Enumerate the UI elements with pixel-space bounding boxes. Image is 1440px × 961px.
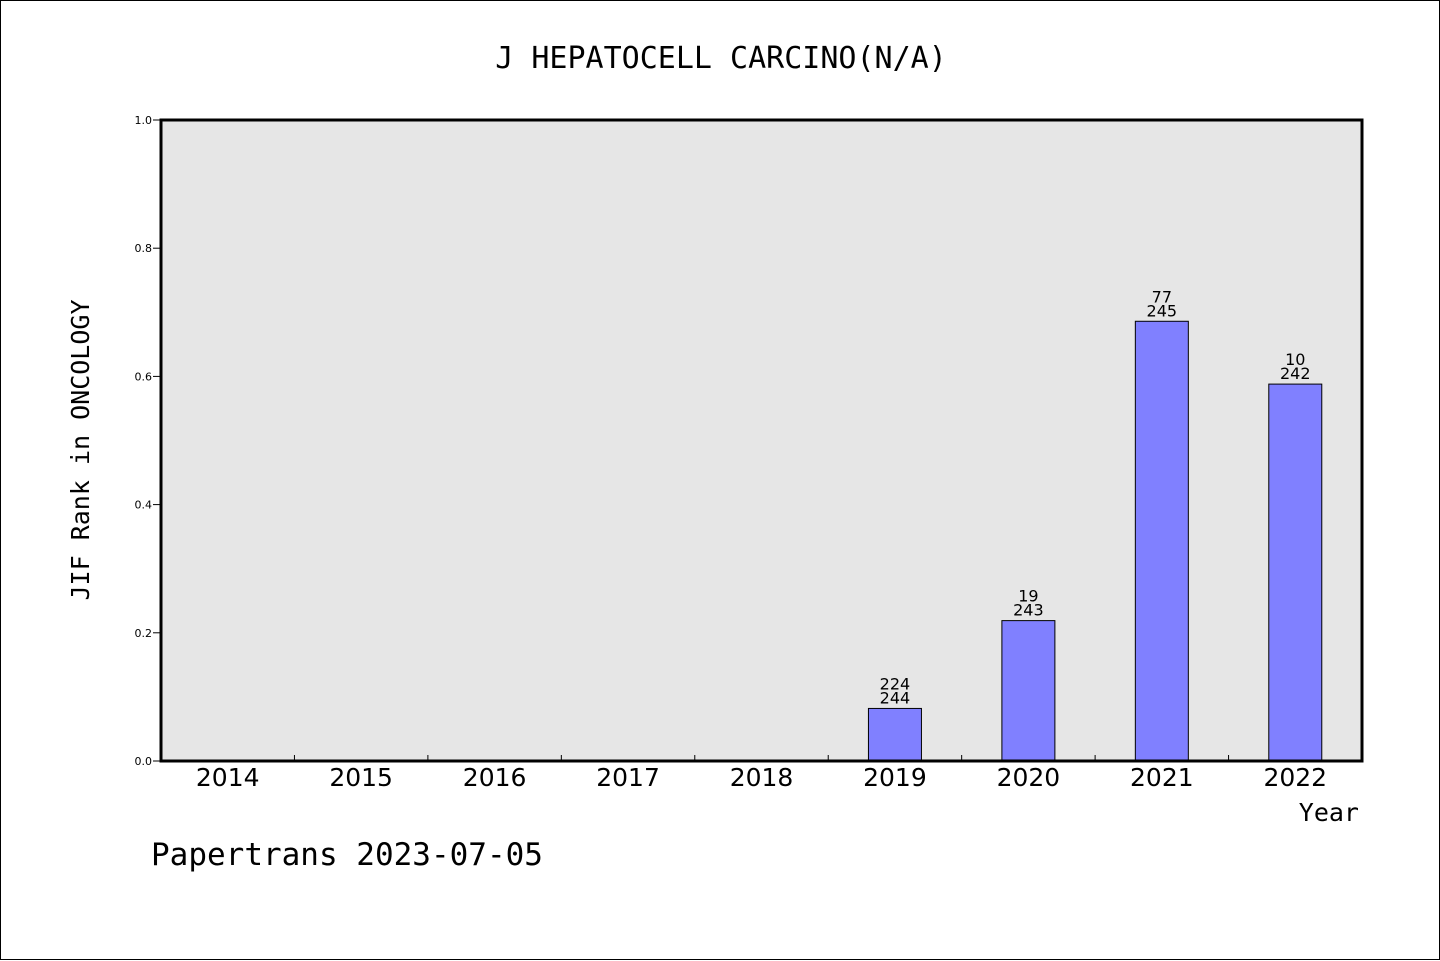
x-tick-label: 2020 [997, 763, 1061, 792]
x-tick-label: 2014 [196, 763, 260, 792]
x-axis-label: Year [1299, 798, 1359, 827]
x-tick-label: 2015 [329, 763, 393, 792]
x-tick-label: 2022 [1263, 763, 1327, 792]
y-tick-label: 0.6 [135, 370, 153, 383]
x-tick-label: 2018 [730, 763, 794, 792]
bars-group [867, 320, 1323, 762]
bar-label-rank: 19 [1018, 587, 1038, 606]
bar-label-total: 242 [1280, 364, 1311, 383]
chart-title: J HEPATOCELL CARCINO(N/A) [495, 41, 947, 76]
bar-2019 [867, 707, 922, 762]
bar-label-rank: 224 [880, 674, 911, 693]
bar-label-rank: 10 [1285, 350, 1305, 369]
bar-2021 [1134, 320, 1189, 762]
bar-label-rank: 77 [1152, 287, 1172, 306]
y-tick-label: 0.8 [135, 242, 153, 255]
bar-2022 [1268, 383, 1323, 762]
footer-credit: Papertrans 2023-07-05 [151, 837, 543, 873]
plot-border [159, 118, 1364, 763]
y-axis-ticks: 0.0 0.2 0.4 0.6 0.8 1.0 [135, 114, 161, 768]
x-tick-label: 2017 [596, 763, 660, 792]
y-tick-label: 0.2 [135, 627, 153, 640]
bar-2020 [1001, 620, 1056, 762]
x-tick-label: 2019 [863, 763, 927, 792]
y-tick-label: 0.0 [135, 755, 153, 768]
bar-label-total: 245 [1147, 301, 1178, 320]
bar-label-total: 243 [1013, 601, 1044, 620]
y-tick-label: 0.4 [135, 499, 153, 512]
y-axis-label: JIF Rank in ONCOLOGY [66, 299, 95, 600]
x-tick-label: 2016 [463, 763, 527, 792]
x-axis-ticks: 2014 2015 2016 2017 2018 2019 2020 2021 2022 [196, 755, 1327, 792]
x-tick-label: 2021 [1130, 763, 1194, 792]
bar-label-total: 244 [880, 688, 911, 707]
y-tick-label: 1.0 [135, 114, 153, 127]
